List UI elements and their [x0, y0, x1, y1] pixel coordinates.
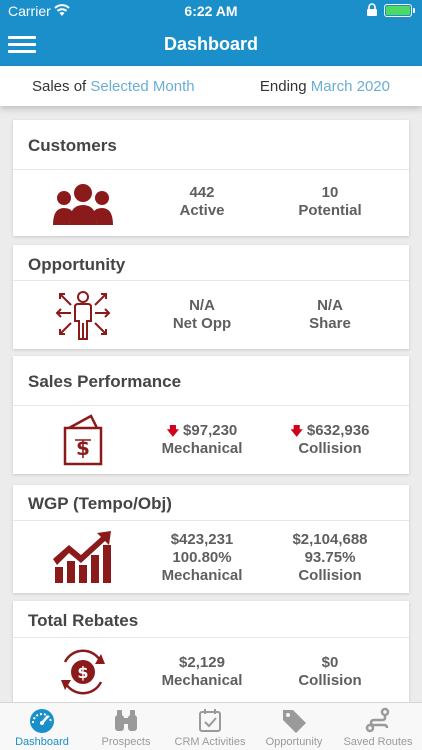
share-value: N/A [317, 297, 343, 314]
sales-collision-value: $632,936 [306, 422, 370, 439]
down-arrow-icon: 🡇 [290, 424, 303, 438]
wgp-mechanical-label: Mechanical [161, 567, 243, 584]
tab-saved-routes-label: Saved Routes [343, 736, 413, 748]
rebates-card-title: Total Rebates [13, 601, 409, 638]
sales-of-value[interactable]: Selected Month [90, 78, 195, 95]
tab-prospects-label: Prospects [101, 736, 151, 748]
customers-active-label: Active [179, 202, 225, 219]
customers-card[interactable]: Customers 442 Active 10 Potential [13, 120, 409, 236]
customers-card-title: Customers [13, 120, 409, 170]
sales-mechanical-label: Mechanical [161, 440, 243, 457]
tab-prospects[interactable]: Prospects [84, 703, 168, 750]
tab-bar: Dashboard Prospects CRM Activities [0, 702, 422, 750]
tab-opportunity-label: Opportunity [265, 736, 323, 748]
tab-opportunity[interactable]: Opportunity [252, 703, 336, 750]
tab-dashboard-label: Dashboard [15, 736, 69, 748]
ending[interactable]: Ending March 2020 [260, 78, 390, 95]
customers-potential-label: Potential [298, 202, 362, 219]
wgp-mechanical-pct: 100.80% [172, 549, 232, 566]
rebates-mechanical: $2,129 Mechanical [137, 654, 267, 690]
wgp-collision-value: $2,104,688 [292, 531, 368, 548]
wgp-collision-label: Collision [298, 567, 362, 584]
clock: 6:22 AM [184, 3, 238, 19]
opportunity-share: N/A Share [265, 297, 395, 333]
sales-period-bar: Sales of Selected Month Ending March 202… [0, 66, 422, 106]
ending-label: Ending [259, 78, 307, 95]
battery-icon [384, 4, 415, 17]
tab-dashboard[interactable]: Dashboard [0, 703, 84, 750]
dollar-cycle-icon: $ [61, 649, 105, 695]
sales-collision: 🡇 $632,936 Collision [265, 422, 395, 458]
dollar-bag-icon: $ [63, 414, 103, 466]
speedometer-icon [30, 709, 54, 733]
customers-active-value: 442 [189, 184, 215, 201]
rotation-lock-icon [367, 3, 377, 16]
wgp-mechanical: $423,231 100.80% Mechanical [137, 531, 267, 585]
customers-active: 442 Active [137, 184, 267, 220]
rebates-mechanical-label: Mechanical [161, 672, 243, 689]
page-title: Dashboard [163, 34, 259, 54]
wgp-collision: $2,104,688 93.75% Collision [265, 531, 395, 585]
share-label: Share [309, 315, 351, 332]
rebates-mechanical-value: $2,129 [179, 654, 225, 671]
opportunity-card[interactable]: Opportunity N/A Net Opp N/A Share [13, 245, 409, 349]
carrier-label: Carrier [8, 3, 51, 19]
wifi-icon [54, 4, 70, 16]
sales-collision-label: Collision [298, 440, 362, 457]
growth-chart-icon [53, 531, 111, 583]
customers-potential: 10 Potential [265, 184, 395, 220]
sales-performance-card-title: Sales Performance [13, 356, 409, 406]
wgp-collision-pct: 93.75% [304, 549, 356, 566]
opportunity-card-title: Opportunity [13, 245, 409, 281]
sales-of[interactable]: Sales of Selected Month [32, 78, 195, 95]
sales-mechanical-value: $97,230 [183, 422, 238, 439]
down-arrow-icon: 🡇 [166, 424, 180, 438]
nav-bar: Dashboard [0, 22, 422, 66]
calendar-check-icon [199, 709, 221, 732]
sales-mechanical: 🡇 $97,230 Mechanical [137, 422, 267, 458]
sales-of-label: Sales of [32, 78, 87, 95]
net-opp-label: Net Opp [172, 315, 232, 332]
hamburger-menu-icon[interactable] [8, 32, 36, 56]
status-bar: Carrier 6:22 AM [0, 0, 422, 22]
person-arrows-icon [55, 291, 111, 340]
wgp-card-title: WGP (Tempo/Obj) [13, 485, 409, 521]
tab-saved-routes[interactable]: Saved Routes [336, 703, 420, 750]
svg-text:$: $ [77, 663, 88, 682]
tab-crm-activities[interactable]: CRM Activities [168, 703, 252, 750]
rebates-collision: $0 Collision [265, 654, 395, 690]
rebates-collision-value: $0 [321, 654, 339, 671]
wgp-mechanical-value: $423,231 [170, 531, 234, 548]
ending-value[interactable]: March 2020 [310, 78, 390, 95]
net-opp-value: N/A [189, 297, 215, 314]
rebates-collision-label: Collision [298, 672, 362, 689]
svg-text:$: $ [76, 436, 90, 460]
customers-potential-value: 10 [321, 184, 339, 201]
people-group-icon [53, 184, 113, 225]
tag-icon [283, 710, 306, 733]
route-icon [365, 707, 390, 733]
rebates-card[interactable]: Total Rebates $ $2,129 Mechanical $0 Col… [13, 601, 409, 708]
sales-performance-card[interactable]: Sales Performance $ 🡇 $97,230 Mechanical … [13, 356, 409, 474]
opportunity-net-opp: N/A Net Opp [137, 297, 267, 333]
wgp-card[interactable]: WGP (Tempo/Obj) $423,231 100.80% Mechani… [13, 485, 409, 593]
tab-crm-activities-label: CRM Activities [174, 736, 246, 748]
binoculars-icon [115, 710, 137, 731]
